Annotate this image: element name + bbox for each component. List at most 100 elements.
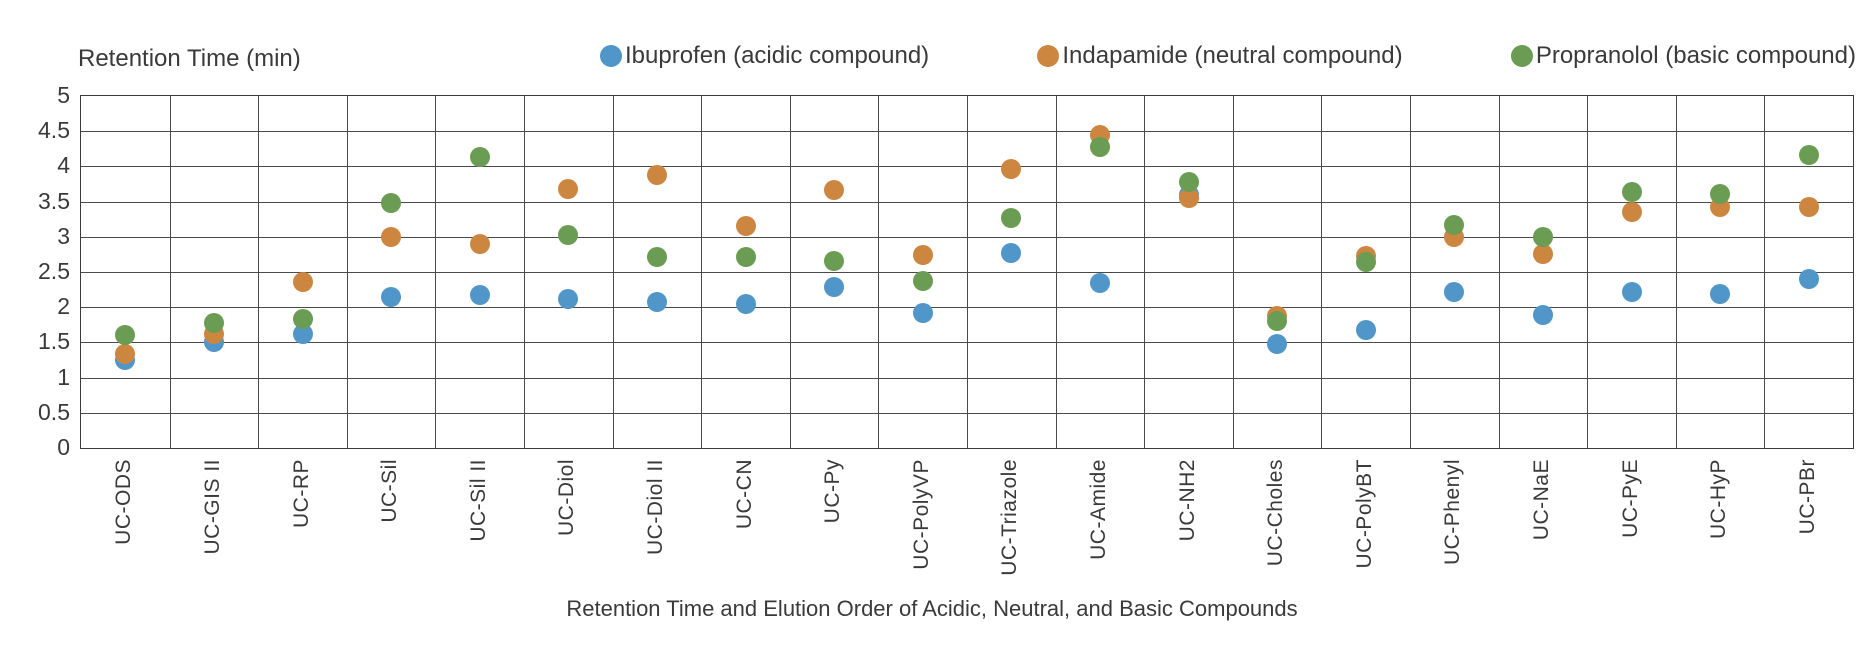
- data-point-series-2: [1355, 252, 1376, 273]
- x-tick-label: UC-Choles: [1264, 459, 1288, 567]
- y-tick-label: 1.5: [38, 328, 70, 355]
- y-tick-label: 2: [57, 293, 70, 320]
- legend-item-indapamide: Indapamide (neutral compound): [1037, 42, 1403, 70]
- data-point-series-2: [469, 146, 490, 167]
- gridline-v: [1764, 96, 1766, 448]
- data-point-series-2: [1710, 183, 1731, 204]
- x-tick-label: UC-Diol: [555, 459, 579, 536]
- data-point-series-0: [824, 277, 845, 298]
- legend-marker-icon: [1510, 45, 1533, 67]
- data-point-series-0: [1444, 281, 1465, 302]
- x-tick-label: UC-Amide: [1086, 459, 1110, 560]
- y-tick-label: 4.5: [38, 117, 70, 144]
- gridline-v: [258, 96, 260, 448]
- data-point-series-0: [646, 292, 667, 313]
- x-tick-label: UC-NaE: [1529, 459, 1553, 541]
- data-point-series-0: [1355, 320, 1376, 341]
- y-tick-label: 1: [57, 363, 70, 390]
- data-point-series-1: [292, 271, 313, 292]
- x-tick-label: UC-RP: [289, 459, 313, 528]
- gridline-v: [1055, 96, 1057, 448]
- data-point-series-0: [912, 302, 933, 323]
- gridline-v: [169, 96, 171, 448]
- y-tick-label: 0: [57, 434, 70, 460]
- gridline-v: [789, 96, 791, 448]
- gridline-v: [701, 96, 703, 448]
- data-point-series-1: [824, 180, 845, 201]
- data-point-series-1: [646, 164, 667, 185]
- data-point-series-2: [1532, 226, 1553, 247]
- data-point-series-0: [1798, 269, 1819, 290]
- x-tick-label: UC-Triazole: [998, 459, 1022, 576]
- x-tick-label: UC-PBr: [1795, 459, 1819, 535]
- gridline-v: [1232, 96, 1234, 448]
- x-tick-label: UC-HyP: [1707, 459, 1731, 539]
- x-tick-label: UC-GIS II: [200, 459, 224, 555]
- legend-label: Propranolol (basic compound): [1535, 42, 1856, 69]
- data-point-series-0: [1532, 304, 1553, 325]
- gridline-v: [1587, 96, 1589, 448]
- data-point-series-2: [1267, 311, 1288, 332]
- data-point-series-1: [381, 226, 402, 247]
- data-point-series-1: [469, 233, 490, 254]
- x-tick-label: UC-PolyVP: [909, 459, 933, 570]
- data-point-series-1: [1001, 158, 1022, 179]
- gridline-v: [1321, 96, 1323, 448]
- data-point-series-1: [1532, 243, 1553, 264]
- data-point-series-2: [1178, 171, 1199, 192]
- x-tick-label: UC-Py: [821, 459, 845, 524]
- data-point-series-2: [292, 309, 313, 330]
- data-point-series-0: [1621, 281, 1642, 302]
- y-tick-label: 5: [57, 82, 70, 108]
- data-point-series-2: [646, 247, 667, 268]
- x-tick-label: UC-PolyBT: [1352, 459, 1376, 569]
- data-point-series-0: [1710, 283, 1731, 304]
- legend-label: Ibuprofen (acidic compound): [625, 42, 930, 69]
- gridline-v: [1675, 96, 1677, 448]
- data-point-series-2: [1798, 145, 1819, 166]
- y-tick-label: 3.5: [38, 187, 70, 214]
- data-point-series-1: [558, 178, 579, 199]
- y-tick-label: 2.5: [38, 258, 70, 284]
- data-point-series-2: [735, 247, 756, 268]
- data-point-series-2: [1089, 136, 1110, 157]
- data-point-series-2: [115, 325, 136, 346]
- x-tick-label: UC-NH2: [1175, 459, 1199, 542]
- data-point-series-2: [203, 313, 224, 334]
- gridline-v: [967, 96, 968, 448]
- legend-label: Indapamide (neutral compound): [1062, 42, 1403, 69]
- data-point-series-0: [1089, 272, 1110, 293]
- data-point-series-2: [1001, 208, 1022, 229]
- gridline-v: [524, 96, 525, 448]
- legend: Ibuprofen (acidic compound) Indapamide (…: [600, 42, 1856, 70]
- x-tick-label: UC-Phenyl: [1441, 459, 1465, 566]
- chart-caption: Retention Time and Elution Order of Acid…: [566, 596, 1298, 621]
- x-tick-label: UC-Sil II: [466, 459, 490, 542]
- gridline-v: [1410, 96, 1411, 448]
- x-tick-label: UC-CN: [732, 459, 756, 530]
- data-point-series-2: [824, 250, 845, 271]
- gridline-v: [435, 96, 437, 448]
- y-tick-label: 0.5: [38, 398, 70, 425]
- y-tick-label: 3: [57, 222, 70, 249]
- legend-item-propranolol: Propranolol (basic compound): [1510, 42, 1856, 70]
- data-point-series-0: [381, 287, 402, 308]
- data-point-series-2: [912, 271, 933, 292]
- data-point-series-1: [1178, 188, 1199, 209]
- gridline-v: [346, 96, 348, 448]
- legend-marker-icon: [1037, 45, 1060, 67]
- legend-marker-icon: [600, 45, 622, 67]
- gridline-v: [612, 96, 614, 448]
- data-point-series-0: [1267, 333, 1288, 354]
- y-axis-title: Retention Time (min): [78, 45, 301, 72]
- data-point-series-0: [558, 288, 579, 309]
- data-point-series-0: [292, 323, 313, 344]
- x-tick-label: UC-ODS: [112, 459, 136, 545]
- legend-item-ibuprofen: Ibuprofen (acidic compound): [600, 42, 929, 70]
- plot-area: [80, 95, 1854, 449]
- data-point-series-2: [558, 224, 579, 245]
- data-point-series-2: [1444, 214, 1465, 235]
- data-point-series-2: [381, 193, 402, 213]
- data-point-series-1: [115, 344, 136, 365]
